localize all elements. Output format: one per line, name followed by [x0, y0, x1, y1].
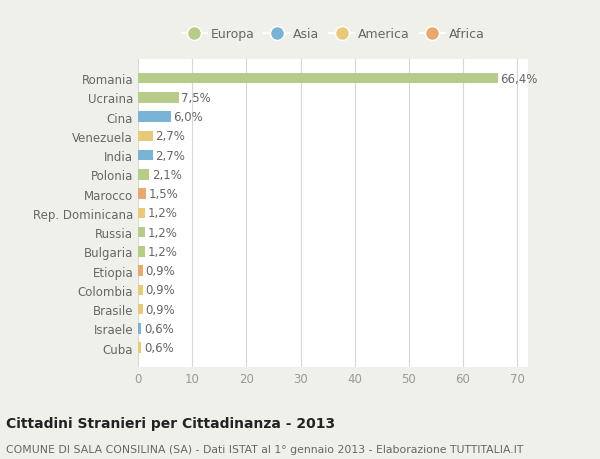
- Bar: [138, 112, 170, 123]
- Bar: [138, 266, 143, 276]
- Text: 0,9%: 0,9%: [146, 264, 175, 278]
- Legend: Europa, Asia, America, Africa: Europa, Asia, America, Africa: [179, 26, 487, 44]
- Bar: [138, 324, 141, 334]
- Bar: [138, 304, 143, 315]
- Text: 1,5%: 1,5%: [149, 188, 179, 201]
- Bar: [138, 93, 179, 103]
- Bar: [138, 285, 143, 296]
- Text: Cittadini Stranieri per Cittadinanza - 2013: Cittadini Stranieri per Cittadinanza - 2…: [6, 416, 335, 430]
- Bar: [138, 170, 149, 180]
- Bar: [138, 189, 146, 200]
- Text: 2,7%: 2,7%: [155, 130, 185, 143]
- Text: 7,5%: 7,5%: [181, 92, 211, 105]
- Text: 0,6%: 0,6%: [144, 322, 174, 335]
- Text: 2,1%: 2,1%: [152, 168, 182, 181]
- Bar: [138, 73, 497, 84]
- Bar: [138, 343, 141, 353]
- Text: 1,2%: 1,2%: [147, 246, 177, 258]
- Text: 2,7%: 2,7%: [155, 149, 185, 162]
- Text: 0,9%: 0,9%: [146, 303, 175, 316]
- Bar: [138, 151, 152, 161]
- Text: 66,4%: 66,4%: [500, 73, 538, 85]
- Bar: [138, 227, 145, 238]
- Bar: [138, 208, 145, 219]
- Text: 1,2%: 1,2%: [147, 207, 177, 220]
- Text: 6,0%: 6,0%: [173, 111, 203, 124]
- Bar: [138, 246, 145, 257]
- Text: 0,6%: 0,6%: [144, 341, 174, 354]
- Text: 1,2%: 1,2%: [147, 226, 177, 239]
- Text: 0,9%: 0,9%: [146, 284, 175, 297]
- Bar: [138, 131, 152, 142]
- Text: COMUNE DI SALA CONSILINA (SA) - Dati ISTAT al 1° gennaio 2013 - Elaborazione TUT: COMUNE DI SALA CONSILINA (SA) - Dati IST…: [6, 444, 523, 454]
